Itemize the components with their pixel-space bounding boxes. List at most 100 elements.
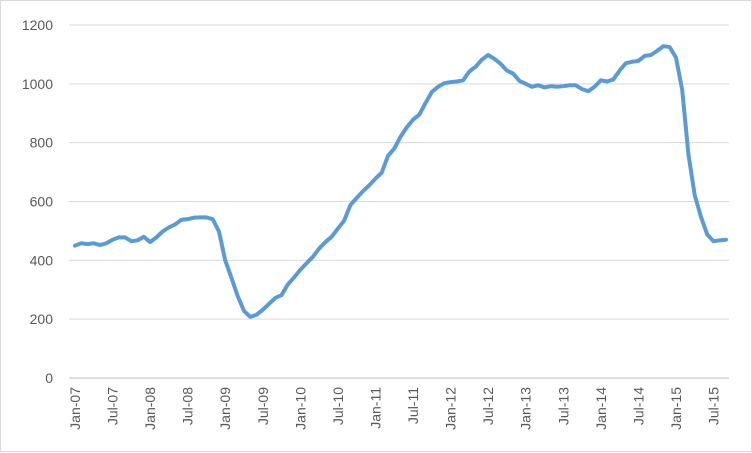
data-point (680, 88, 684, 92)
data-point (317, 247, 321, 251)
data-point (255, 313, 259, 317)
data-point (430, 90, 434, 94)
data-point (117, 235, 121, 239)
data-point (411, 118, 415, 122)
data-point (311, 255, 315, 259)
data-point (186, 217, 190, 221)
data-point (380, 171, 384, 175)
data-point (348, 203, 352, 207)
data-point (542, 85, 546, 89)
data-point (530, 85, 534, 89)
data-point (361, 189, 365, 193)
data-point (367, 183, 371, 187)
data-point (292, 275, 296, 279)
data-point (242, 309, 246, 313)
x-tick-label: Jan-11 (367, 387, 383, 429)
data-point (455, 79, 459, 83)
x-tick-label: Jan-15 (668, 387, 684, 430)
data-point (561, 84, 565, 88)
data-point (236, 294, 240, 298)
data-point (630, 60, 634, 64)
data-point (298, 268, 302, 272)
y-tick-label: 800 (30, 135, 54, 151)
data-point (405, 125, 409, 129)
data-point (499, 62, 503, 66)
data-point (586, 89, 590, 93)
x-tick-label: Jul-15 (705, 387, 721, 425)
data-point (330, 235, 334, 239)
x-tick-label: Jan-07 (67, 387, 83, 430)
x-tick-label: Jan-10 (292, 387, 308, 430)
data-point (636, 59, 640, 63)
x-tick-label: Jan-13 (518, 387, 534, 430)
data-point (599, 78, 603, 82)
data-point (643, 54, 647, 58)
data-point (649, 53, 653, 57)
data-point (86, 242, 90, 246)
data-point (449, 80, 453, 84)
data-point (593, 85, 597, 89)
data-point (198, 215, 202, 219)
data-point (217, 230, 221, 233)
data-point (686, 152, 690, 156)
data-point (154, 235, 158, 239)
data-point (442, 81, 446, 85)
y-tick-label: 1000 (22, 76, 53, 92)
data-point (73, 244, 77, 248)
data-point (280, 293, 284, 297)
series-layer (73, 44, 728, 319)
data-point (399, 135, 402, 139)
data-point (355, 196, 359, 200)
data-point (711, 239, 715, 243)
y-tick-label: 600 (30, 194, 54, 210)
data-point (461, 78, 465, 82)
data-point (373, 177, 377, 181)
data-point (136, 238, 140, 242)
data-point (524, 82, 528, 86)
data-point (392, 147, 396, 151)
data-point (336, 227, 340, 231)
data-point (111, 238, 115, 242)
x-tick-label: Jul-11 (405, 387, 421, 424)
data-point (179, 218, 183, 222)
data-point (492, 57, 496, 61)
x-tick-label: Jul-12 (480, 387, 496, 425)
x-tick-label: Jul-07 (105, 387, 121, 425)
y-tick-label: 200 (30, 311, 54, 327)
data-point (204, 215, 208, 219)
data-point (705, 232, 709, 236)
data-point (505, 69, 509, 73)
data-point (555, 85, 559, 89)
data-point (192, 216, 196, 220)
data-point (580, 87, 584, 91)
data-point (536, 83, 540, 87)
data-point (611, 77, 615, 81)
y-tick-label: 0 (45, 370, 53, 386)
data-point (286, 282, 290, 286)
x-tick-label: Jan-12 (443, 387, 459, 430)
data-point (605, 79, 609, 83)
data-point (323, 240, 327, 244)
data-point (248, 315, 252, 319)
data-point (167, 225, 171, 229)
data-point (618, 69, 622, 73)
data-point (718, 238, 722, 242)
data-point (148, 240, 152, 244)
data-point (486, 53, 490, 57)
data-point (417, 113, 421, 117)
data-point (123, 235, 127, 239)
y-tick-label: 400 (30, 252, 54, 268)
data-point (661, 44, 665, 48)
data-point (142, 235, 146, 239)
data-point (424, 101, 428, 105)
x-tick-label: Jul-08 (180, 387, 196, 425)
data-point (305, 261, 309, 265)
x-tick-label: Jan-08 (142, 387, 158, 430)
data-point (517, 79, 521, 83)
data-point (173, 222, 177, 226)
data-point (342, 219, 346, 223)
data-point (574, 83, 578, 87)
data-point (104, 241, 108, 245)
